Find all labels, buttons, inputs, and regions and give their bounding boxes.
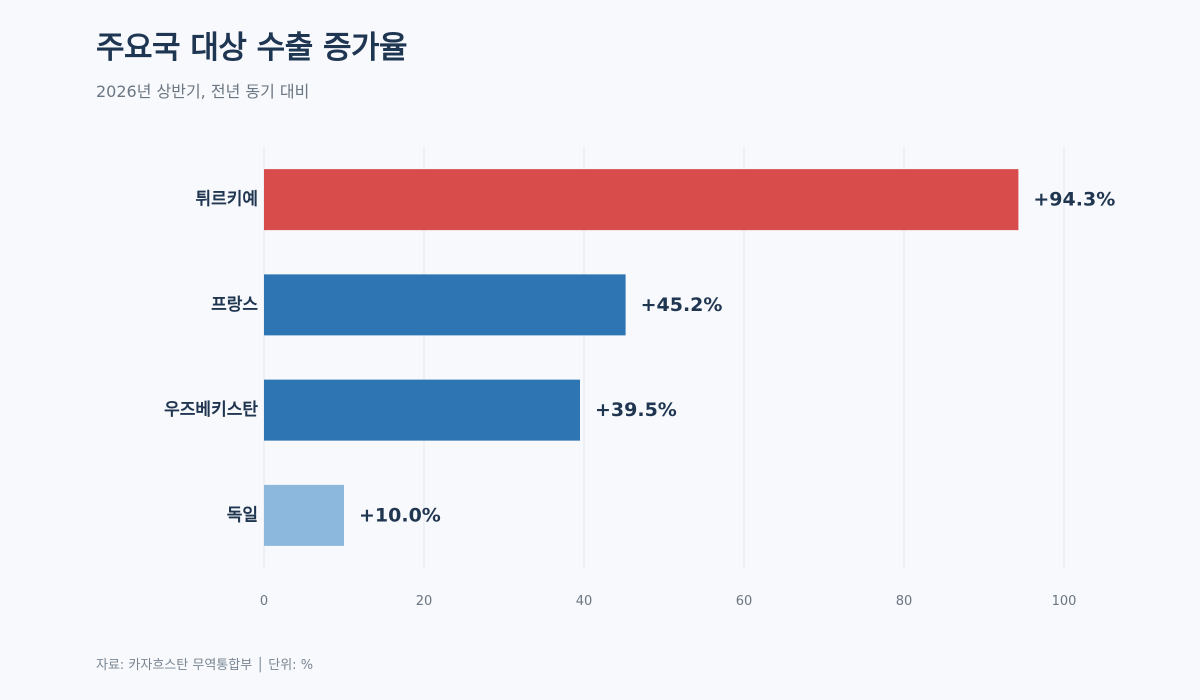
bar (264, 484, 344, 546)
x-axis-ticks: 0 20 40 60 80 100 (260, 594, 1077, 609)
bar (264, 379, 580, 441)
chart-title: 주요국 대상 수출 증가율 (96, 30, 408, 66)
x-tick-label: 100 (1052, 594, 1077, 609)
value-label: +10.0% (359, 504, 441, 526)
bar (264, 169, 1019, 231)
category-label: 튀르키예 (195, 190, 258, 210)
category-label: 독일 (227, 505, 258, 525)
bars (264, 169, 1019, 546)
x-tick-label: 80 (896, 594, 913, 609)
bar (264, 274, 626, 336)
category-label: 우즈베키스탄 (164, 400, 258, 420)
x-tick-label: 20 (416, 594, 433, 609)
x-tick-label: 0 (260, 594, 268, 609)
value-label: +39.5% (595, 399, 677, 421)
value-label: +45.2% (641, 294, 723, 316)
chart-subtitle: 2026년 상반기, 전년 동기 대비 (96, 82, 310, 101)
value-label: +94.3% (1033, 189, 1115, 211)
source-note: 자료: 카자흐스탄 무역통합부 │ 단위: % (96, 658, 314, 673)
x-tick-label: 40 (576, 594, 593, 609)
category-label: 프랑스 (211, 295, 258, 315)
labels: 튀르키예 +94.3% 프랑스 +45.2% 우즈베키스탄 +39.5% 독일 +10.0% (164, 189, 1115, 527)
x-tick-label: 60 (736, 594, 753, 609)
